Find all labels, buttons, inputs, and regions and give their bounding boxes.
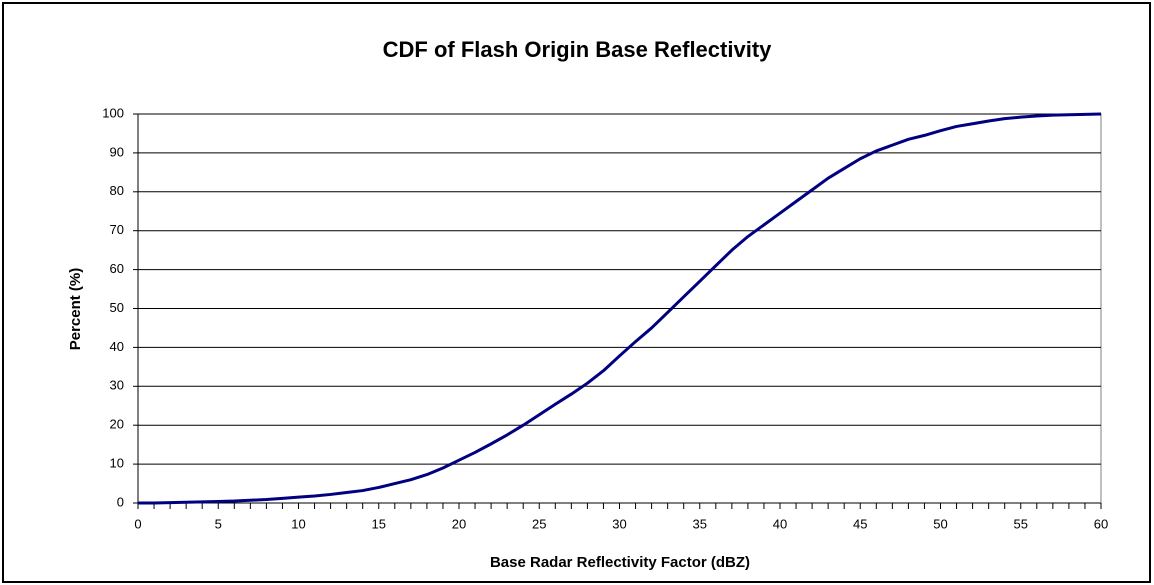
x-tick-label: 50	[933, 516, 947, 531]
y-tick-label: 20	[110, 417, 124, 432]
x-tick-label: 20	[452, 516, 466, 531]
x-tick-label: 15	[372, 516, 386, 531]
y-tick-label: 100	[102, 105, 124, 120]
data-line	[138, 112, 1102, 505]
y-tick-label: 80	[110, 183, 124, 198]
chart-title: CDF of Flash Origin Base Reflectivity	[383, 37, 773, 62]
y-tick-label: 70	[110, 222, 124, 237]
y-tick-label: 50	[110, 300, 124, 315]
x-tick-label: 10	[291, 516, 305, 531]
y-tick-label: 30	[110, 378, 124, 393]
x-tick-label: 0	[134, 516, 141, 531]
x-tick-label: 25	[532, 516, 546, 531]
y-axis-label: Percent (%)	[67, 268, 84, 351]
y-tick-label: 90	[110, 144, 124, 159]
x-tick-label: 5	[215, 516, 222, 531]
y-tick-label: 0	[117, 494, 124, 509]
y-tick-label: 10	[110, 456, 124, 471]
x-tick-label: 55	[1014, 516, 1028, 531]
x-tick-label: 45	[853, 516, 867, 531]
y-tick-label: 40	[110, 339, 124, 354]
x-tick-label: 35	[693, 516, 707, 531]
x-tick-label: 30	[612, 516, 626, 531]
x-axis-label: Base Radar Reflectivity Factor (dBZ)	[490, 554, 750, 571]
y-tick-label: 60	[110, 261, 124, 276]
x-tick-label: 60	[1094, 516, 1108, 531]
x-tick-label: 40	[773, 516, 787, 531]
